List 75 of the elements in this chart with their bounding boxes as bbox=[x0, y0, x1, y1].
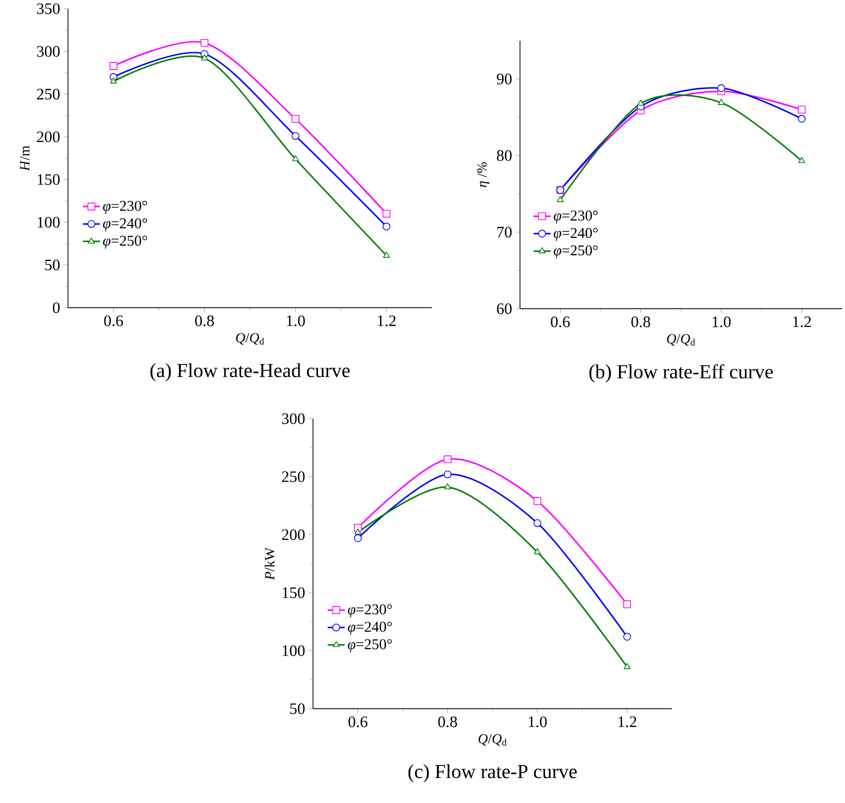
point bbox=[444, 470, 452, 478]
x-tick-label: 0.8 bbox=[195, 316, 214, 326]
point bbox=[533, 497, 542, 506]
x-tick-label: 0.6 bbox=[550, 316, 570, 328]
point bbox=[383, 252, 390, 258]
point bbox=[718, 98, 725, 106]
x-tick-label: 1.0 bbox=[286, 316, 305, 326]
x-tick-label: 1.2 bbox=[378, 316, 396, 326]
y-tick-label: 100 bbox=[38, 217, 60, 228]
point bbox=[798, 106, 806, 114]
y-tick-label: 50 bbox=[45, 260, 60, 271]
legend-label: φ=240° bbox=[554, 228, 598, 242]
x-axis-title: Q/Q$_{d}$ bbox=[667, 334, 696, 346]
legend-label: φ=230° bbox=[103, 200, 147, 214]
y-tick-label: 300 bbox=[282, 413, 305, 424]
y-tick-label: 200 bbox=[282, 529, 305, 540]
x-tick-label: 0.6 bbox=[104, 316, 123, 326]
legend-label: φ=250° bbox=[348, 639, 392, 652]
point bbox=[717, 84, 726, 92]
point bbox=[444, 483, 452, 490]
point bbox=[637, 100, 644, 106]
y-tick-label: 150 bbox=[38, 174, 60, 186]
point bbox=[201, 54, 208, 61]
y-tick-label: 60 bbox=[496, 303, 512, 314]
point bbox=[110, 62, 118, 70]
y-tick-label: 50 bbox=[290, 703, 305, 714]
x-tick-label: 1.0 bbox=[528, 716, 547, 728]
y-tick-label: 70 bbox=[497, 226, 512, 238]
x-tick-label: 1.2 bbox=[618, 716, 636, 728]
point bbox=[623, 633, 632, 641]
y-tick-label: 350 bbox=[37, 3, 60, 14]
point bbox=[292, 132, 300, 140]
y-tick-label: 100 bbox=[282, 645, 305, 656]
y-tick-label: 200 bbox=[37, 132, 60, 142]
x-tick-label: 1.0 bbox=[712, 316, 731, 328]
y-tick-label: 250 bbox=[37, 88, 60, 100]
point bbox=[534, 548, 541, 554]
point bbox=[200, 39, 208, 47]
x-tick-label: 0.8 bbox=[438, 716, 457, 728]
point bbox=[382, 210, 390, 218]
legend-label: φ=240° bbox=[348, 622, 392, 636]
point bbox=[444, 456, 452, 464]
legend-label: φ=240° bbox=[103, 218, 147, 232]
y-tick-label: 0 bbox=[52, 302, 60, 314]
x-tick-label: 0.6 bbox=[348, 716, 368, 728]
y-tick-label: 300 bbox=[37, 46, 60, 57]
point bbox=[292, 115, 300, 123]
y-tick-label: 250 bbox=[282, 471, 305, 482]
x-tick-label: 0.8 bbox=[631, 316, 650, 328]
x-axis-title: Q/Q$_{d}$ bbox=[236, 333, 264, 345]
legend-label: φ=230° bbox=[554, 210, 598, 224]
y-tick-label: 80 bbox=[496, 150, 512, 162]
point bbox=[623, 600, 632, 608]
point bbox=[624, 663, 631, 670]
point bbox=[354, 534, 362, 542]
y-tick-label: 150 bbox=[282, 587, 305, 598]
y-axis-title: η /% bbox=[477, 162, 490, 188]
point bbox=[292, 155, 299, 162]
text: (a) Flow rate-Head curve bbox=[150, 363, 350, 382]
point bbox=[382, 222, 390, 231]
point bbox=[110, 78, 117, 84]
point bbox=[354, 528, 362, 535]
legend-label: φ=250° bbox=[103, 236, 147, 249]
text: (c) Flow rate-P curve bbox=[408, 764, 577, 782]
legend-label: φ=250° bbox=[554, 246, 598, 259]
y-tick-label: 90 bbox=[496, 74, 512, 85]
y-axis-title: P/kW bbox=[264, 548, 274, 580]
x-axis-title: Q/Q$_{d}$ bbox=[478, 734, 507, 746]
point bbox=[556, 196, 564, 202]
point bbox=[533, 519, 542, 528]
legend-label: φ=230° bbox=[348, 604, 392, 618]
x-tick-label: 1.2 bbox=[793, 316, 811, 328]
point bbox=[798, 157, 806, 164]
text: (b) Flow rate-Eff curve bbox=[589, 364, 773, 383]
point bbox=[798, 115, 806, 123]
